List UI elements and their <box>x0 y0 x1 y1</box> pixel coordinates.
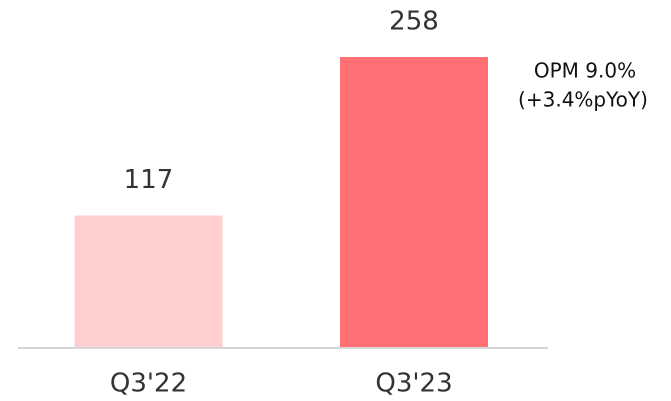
annotation: (+3.4%pYoY) <box>518 88 648 112</box>
value-label: 117 <box>124 165 174 195</box>
annotation: OPM 9.0% <box>534 59 636 83</box>
bar <box>74 215 223 347</box>
x-tick-label: Q3'22 <box>110 369 187 399</box>
bar <box>340 57 488 347</box>
value-label: 258 <box>389 7 439 37</box>
x-tick-label: Q3'23 <box>375 369 452 399</box>
